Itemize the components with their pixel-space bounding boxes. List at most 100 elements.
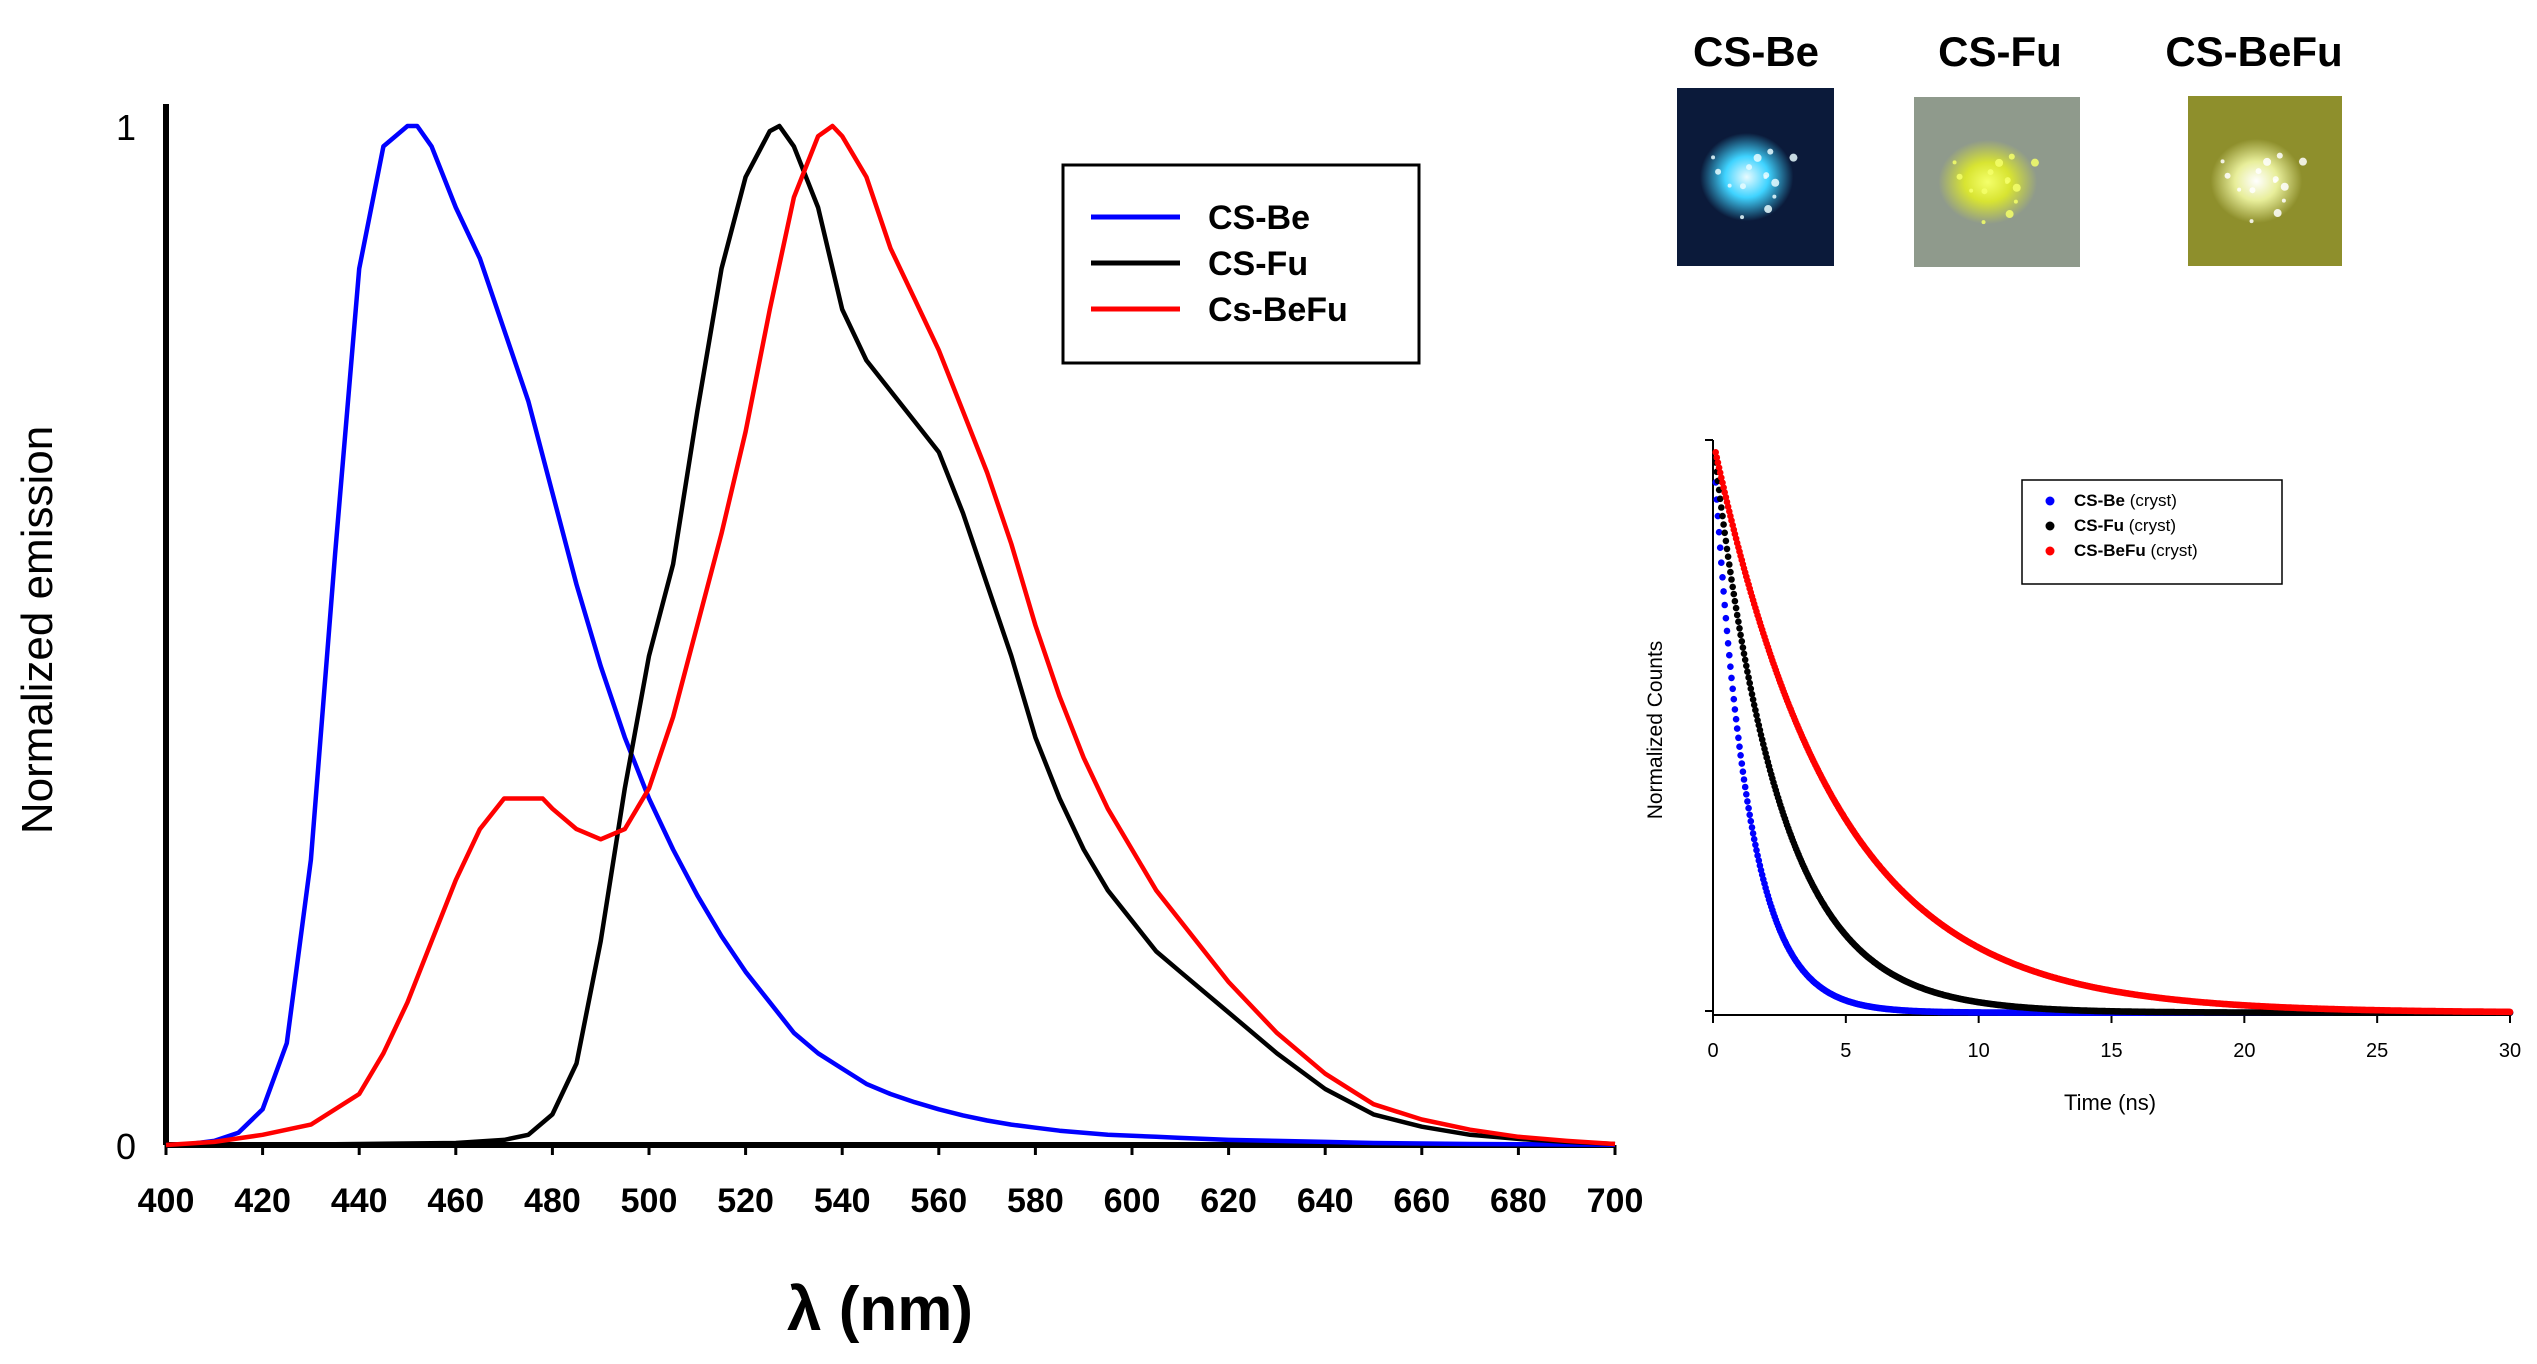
decay-point [1718, 504, 1725, 511]
photo-crystal-grain [2280, 182, 2289, 191]
photo-crystal-grain [2237, 187, 2242, 192]
decay-x-tick-label: 30 [2499, 1040, 2521, 1062]
decay-legend-marker-0 [2045, 496, 2055, 506]
decay-point [1716, 469, 1724, 477]
decay-point [1745, 674, 1752, 681]
decay-point [1715, 528, 1723, 536]
decay-point [1748, 690, 1756, 698]
decay-point [1727, 568, 1734, 576]
photo-crystal-grain [1767, 148, 1774, 155]
photo-crystal-grain [2276, 152, 2283, 159]
photo-crystal-grain [1711, 155, 1716, 160]
photo-crystal-grain [1771, 178, 1780, 187]
x-tick-label: 660 [1393, 1182, 1450, 1220]
photo-crystal-grain [1764, 205, 1773, 214]
decay-point [1741, 656, 1749, 664]
decay-point [1719, 574, 1726, 581]
decay-point [1730, 590, 1738, 598]
photo-crystal-grain [2249, 219, 2254, 224]
decay-point [1743, 662, 1750, 670]
decay-point [1714, 512, 1722, 520]
decay-point [1732, 715, 1740, 723]
decay-legend-suffix: (cryst) [2146, 541, 2198, 560]
decay-point [1731, 706, 1739, 713]
photo-crystal-grain [2272, 176, 2279, 183]
photo-crystal-grain [1739, 183, 1746, 190]
decay-x-tick-label: 25 [2366, 1040, 2388, 1062]
photo-crystal-grain [1727, 183, 1732, 188]
photo-crystal-glow-2 [2206, 130, 2318, 232]
series-line-0 [165, 123, 1616, 1148]
legend-label-1: CS-Fu [1208, 245, 1308, 283]
decay-point [1727, 663, 1734, 670]
decay-point [1755, 857, 1763, 864]
x-axis-label: λ (nm) [787, 1275, 973, 1344]
x-tick-label: 520 [717, 1182, 774, 1220]
emission-legend: CS-Be CS-Fu Cs-BeFu [1061, 163, 1421, 365]
photo-label-1: CS-Fu [1938, 28, 2062, 75]
decay-x-tick-label: 15 [2100, 1040, 2122, 1062]
decay-point [1732, 604, 1740, 612]
photo-crystal-grain [1969, 188, 1974, 193]
y-tick-label: 1 [116, 107, 136, 148]
decay-point [1750, 701, 1758, 709]
decay-legend-name: CS-BeFu [2074, 541, 2146, 560]
decay-chart: Normalized Counts Time (ns) 0 5 10 15 20 25 30… [1644, 439, 2521, 1115]
x-tick-label: 680 [1490, 1182, 1547, 1220]
photo-crystal-grain [2030, 158, 2039, 167]
decay-point [1724, 640, 1732, 647]
decay-point [1747, 817, 1755, 825]
y-axis-label: Normalized emission [13, 426, 62, 834]
photo-crystal-grain [2249, 187, 2256, 194]
photo-crystal-grain [2255, 168, 2262, 175]
y-tick-label: 0 [116, 1126, 136, 1167]
photo-crystal-grain [1789, 153, 1798, 162]
decay-point [1754, 852, 1761, 859]
decay-x-tick-label: 10 [1968, 1040, 1990, 1062]
x-tick-label: 600 [1104, 1182, 1161, 1220]
decay-point [1721, 601, 1728, 609]
photo-crystal-grain [2013, 199, 2018, 204]
x-tick-label: 480 [524, 1182, 581, 1220]
decay-legend-label-2: CS-BeFu (cryst) [2074, 541, 2198, 560]
photo-crystal-grain [1987, 169, 1994, 176]
decay-point [1712, 449, 1719, 456]
decay-point [1749, 830, 1757, 837]
decay-point [1743, 791, 1750, 798]
decay-point [1738, 760, 1746, 767]
decay-legend-box [2021, 479, 2283, 585]
decay-point [1736, 625, 1743, 632]
x-tick-label: 580 [1007, 1182, 1064, 1220]
decay-point [1735, 618, 1742, 625]
decay-point [1726, 561, 1733, 568]
decay-point [1723, 627, 1731, 635]
decay-point [1737, 631, 1744, 639]
decay-legend-marker-1 [2045, 521, 2055, 531]
decay-legend-suffix: (cryst) [2124, 516, 2176, 535]
decay-point [1739, 768, 1747, 775]
decay-legend-suffix: (cryst) [2125, 491, 2177, 510]
decay-point [1721, 529, 1728, 537]
photo-crystal-glow-1 [1933, 131, 2054, 233]
photo-crystal-glow-0 [1695, 123, 1809, 231]
decay-x-tick-label: 0 [1707, 1040, 1718, 1062]
decay-point [1736, 743, 1743, 750]
x-tick-label: 560 [910, 1182, 967, 1220]
decay-point [1718, 559, 1725, 566]
photo-label-0: CS-Be [1693, 28, 1819, 75]
decay-point [1744, 668, 1751, 675]
legend-label-0: CS-Be [1208, 199, 1310, 237]
x-tick-label: 460 [427, 1182, 484, 1220]
decay-point [1713, 454, 1721, 461]
decay-legend-label-0: CS-Be (cryst) [2074, 491, 2177, 510]
decay-x-axis-label: Time (ns) [2064, 1090, 2156, 1115]
x-tick-label: 540 [814, 1182, 871, 1220]
decay-point [1731, 597, 1739, 605]
decay-point [1747, 685, 1755, 692]
photo-crystal-grain [2008, 153, 2015, 160]
photo-label-2: CS-BeFu [2165, 28, 2342, 75]
decay-legend-label-1: CS-Fu (cryst) [2074, 516, 2176, 535]
photo-crystal-grain [2273, 209, 2282, 218]
decay-point [1740, 650, 1748, 657]
